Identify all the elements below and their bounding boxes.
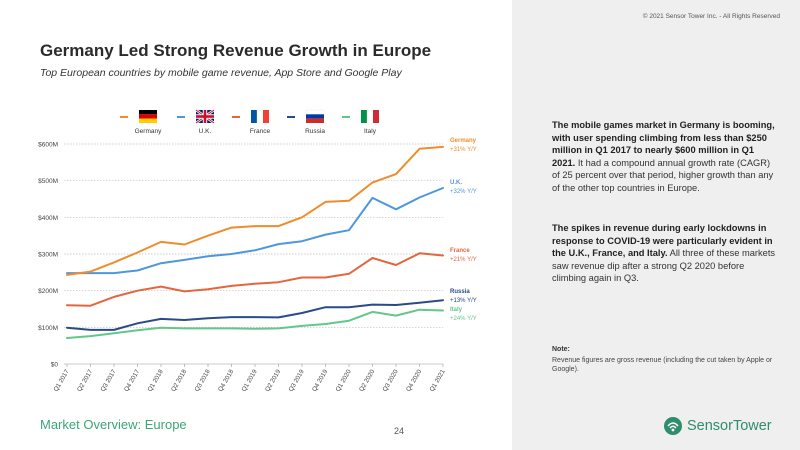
note-body: Revenue figures are gross revenue (inclu… [552,357,773,373]
footer-section-title: Market Overview: Europe [40,417,187,432]
x-tick-label: Q2 2019 [264,368,282,393]
russia-flag-icon [305,109,325,123]
y-tick-label: $0 [51,362,59,369]
series-growth-label: +21% Y/Y [450,257,477,263]
x-tick-label: Q2 2020 [358,368,376,393]
logo-wordmark: SensorTower [687,418,772,434]
note-title: Note: [552,346,570,353]
x-tick-label: Q4 2017 [123,368,141,393]
page-number: 24 [394,426,405,436]
legend-item-italy: Italy [342,109,379,135]
y-tick-label: $400M [38,215,58,222]
x-tick-label: Q2 2018 [170,368,188,393]
x-tick-label: Q1 2017 [53,368,71,393]
series-end-label: France [450,248,470,254]
legend-item-france: France [232,109,271,135]
commentary-paragraph-2-text: All three of these markets saw revenue d… [552,248,776,283]
chart-grid [64,143,443,365]
legend-label: Germany [135,128,162,135]
legend-label: France [250,128,271,135]
chart-subtitle: Top European countries by mobile game re… [40,67,402,79]
legend-label: U.K. [199,128,212,135]
y-tick-label: $200M [38,288,58,295]
x-tick-label: Q4 2019 [311,368,329,393]
series-line-italy [66,308,444,339]
x-tick-label: Q4 2020 [405,368,423,393]
series-growth-label: +31% Y/Y [450,147,477,153]
x-axis-ticks: Q1 2017 Q2 2017 Q3 2017 Q4 2017 Q1 2018 Q2 20… [53,364,447,393]
legend-label: Russia [305,128,325,135]
series-line-russia [66,299,444,331]
series-growth-label: +32% Y/Y [450,189,477,195]
y-axis-ticks: $0 $100M $200M $300M $400M $500M $600M [38,142,58,369]
y-tick-label: $100M [38,325,58,332]
y-tick-label: $500M [38,178,58,185]
x-tick-label: Q3 2019 [288,368,306,393]
commentary-paragraph-1: The mobile games market in Germany is bo… [552,119,777,194]
germany-flag-icon [139,110,157,123]
series-line-uk [66,187,444,275]
commentary-paragraph-2-highlight: The spikes in revenue during early lockd… [552,223,773,258]
sensor-tower-logo-icon [664,417,682,435]
commentary-paragraph-1-text: It had a compound annual growth rate (CA… [552,157,774,193]
x-tick-label: Q1 2021 [429,368,447,393]
uk-flag-icon [195,108,215,125]
chart-series-lines [66,145,444,339]
x-tick-label: Q2 2017 [76,368,94,393]
x-tick-label: Q1 2020 [335,368,353,393]
x-tick-label: Q3 2018 [194,368,212,393]
legend-item-germany: Germany [120,110,162,135]
commentary-paragraph-2: The spikes in revenue during early lockd… [552,222,777,285]
series-end-labels: Germany +31% Y/Y U.K. +32% Y/Y France +21% Y/… [450,138,477,322]
series-line-france [66,252,444,307]
series-end-label: Italy [450,307,463,313]
y-tick-label: $600M [38,142,58,149]
france-flag-icon [251,109,269,124]
sensor-tower-logo: SensorTower [663,416,772,436]
revenue-line-chart: Germany U.K. France Russia Italy $0 $100M $200… [38,108,477,393]
x-tick-label: Q4 2018 [217,368,235,393]
y-tick-label: $300M [38,252,58,259]
copyright-notice: © 2021 Sensor Tower Inc. - All Rights Re… [642,13,780,20]
commentary-paragraph-1-highlight: The mobile games market in Germany is bo… [552,120,775,168]
chart-title: Germany Led Strong Revenue Growth in Eur… [40,41,432,60]
series-end-label: Russia [450,289,470,295]
series-end-label: U.K. [450,180,462,186]
x-tick-label: Q1 2018 [147,368,165,393]
legend-label: Italy [364,128,377,135]
x-tick-label: Q1 2019 [241,368,259,393]
legend-item-russia: Russia [287,109,325,135]
chart-legend: Germany U.K. France Russia Italy [120,108,379,135]
series-growth-label: +13% Y/Y [450,298,477,304]
legend-item-uk: U.K. [177,108,215,135]
commentary-panel [512,0,800,450]
series-growth-label: +24% Y/Y [450,316,477,322]
series-line-germany [66,145,444,276]
x-tick-label: Q3 2020 [382,368,400,393]
chart-panel [0,0,512,450]
x-tick-label: Q3 2017 [100,368,118,393]
series-end-label: Germany [450,138,477,144]
italy-flag-icon [361,109,379,124]
